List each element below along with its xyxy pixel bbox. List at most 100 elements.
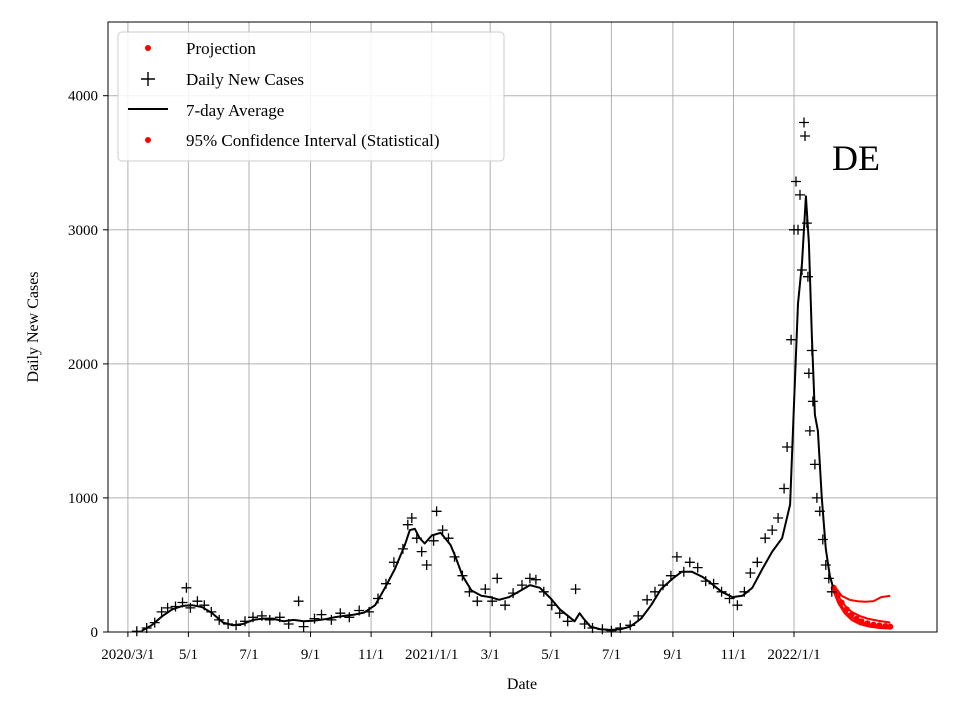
daily-case-point [406, 513, 417, 523]
projection-point [887, 623, 894, 630]
legend-marker-projection [145, 45, 151, 51]
daily-case-point [642, 594, 653, 605]
y-tick-label: 1000 [68, 491, 98, 507]
legend-item-daily-new-cases: Daily New Cases [141, 70, 304, 89]
x-axis-ticks: 2020/3/1 5/1 7/1 9/1 11/1 2021/1/1 3/1 5/1 7/1 9/… [101, 632, 821, 663]
projection-point [848, 611, 855, 618]
daily-case-point [402, 519, 413, 530]
daily-case-point [437, 525, 448, 536]
daily-case-point [162, 602, 173, 613]
daily-case-point [807, 396, 818, 407]
x-tick-label: 11/1 [720, 647, 746, 663]
y-tick-label: 4000 [68, 89, 98, 105]
plot-frame [107, 21, 938, 633]
daily-cases-layer [131, 117, 837, 637]
legend-marker-daily-new-cases [141, 72, 155, 86]
country-annotation: DE [832, 138, 880, 178]
daily-case-point [767, 525, 778, 536]
daily-case-point [793, 224, 803, 235]
legend-label-projection: Projection [186, 39, 256, 58]
x-tick-label: 11/1 [358, 647, 384, 663]
daily-case-point [811, 492, 822, 503]
confidence-interval-band [832, 584, 891, 603]
daily-case-point [298, 621, 309, 632]
x-axis-title: Date [507, 676, 537, 693]
daily-case-point [802, 271, 813, 282]
legend-box [117, 31, 505, 162]
daily-case-point [795, 189, 805, 200]
legend-label-7-day-average: 7-day Average [186, 101, 284, 120]
seven-day-average-line [141, 195, 834, 632]
projection-point [843, 606, 850, 613]
legend: Projection Daily New Cases 7-day Average… [117, 31, 505, 162]
daily-case-point [264, 614, 275, 625]
seven-day-average-layer [141, 195, 834, 632]
daily-case-point [684, 557, 695, 568]
legend-item-confidence-interval: 95% Confidence Interval (Statistical) [145, 131, 440, 150]
daily-case-point [745, 568, 756, 578]
daily-case-point [570, 584, 581, 595]
daily-case-point [773, 513, 784, 523]
daily-case-point [826, 586, 837, 597]
legend-marker-confidence-interval [145, 137, 151, 143]
x-tick-label: 9/1 [663, 647, 682, 663]
daily-case-point [428, 535, 439, 546]
daily-case-point [492, 573, 503, 584]
daily-case-point [809, 459, 820, 470]
projection-point [864, 620, 871, 627]
projection-point [853, 615, 860, 622]
daily-case-point [344, 612, 355, 623]
projection-point [838, 599, 845, 606]
y-tick-label: 2000 [68, 357, 98, 373]
daily-case-point [309, 613, 320, 624]
projection-point [870, 621, 877, 628]
daily-case-point [732, 600, 743, 611]
legend-item-7-day-average: 7-day Average [128, 101, 284, 120]
daily-case-point [192, 596, 203, 607]
daily-case-point [562, 616, 573, 627]
x-tick-label: 2020/3/1 [101, 647, 154, 663]
daily-case-point [786, 334, 797, 345]
daily-case-point [421, 560, 432, 570]
daily-case-point [760, 533, 771, 544]
x-tick-label: 7/1 [602, 647, 621, 663]
daily-case-point [530, 574, 541, 585]
projection-point [834, 592, 841, 599]
daily-case-point [803, 368, 814, 379]
daily-case-point [524, 573, 535, 584]
daily-case-point [817, 534, 828, 545]
legend-item-projection: Projection [145, 39, 256, 58]
daily-case-point [671, 551, 682, 562]
daily-case-point [181, 582, 192, 593]
daily-case-point [782, 442, 793, 452]
daily-case-point [692, 562, 703, 573]
daily-case-point [779, 483, 790, 494]
legend-label-daily-new-cases: Daily New Cases [186, 70, 304, 89]
x-tick-label: 3/1 [481, 647, 500, 663]
projection-point [858, 618, 865, 625]
daily-case-point [804, 425, 815, 436]
legend-label-confidence-interval: 95% Confidence Interval (Statistical) [186, 131, 440, 150]
daily-case-point [472, 596, 483, 607]
daily-case-point [431, 506, 442, 517]
y-axis-title: Daily New Cases [25, 271, 42, 382]
daily-case-point [752, 557, 763, 568]
projection-point [876, 622, 883, 629]
daily-case-point [799, 117, 809, 128]
x-tick-label: 2022/1/1 [767, 647, 820, 663]
daily-case-point [800, 131, 810, 141]
daily-case-point [156, 606, 167, 617]
daily-case-point [633, 610, 644, 621]
daily-case-point [480, 584, 491, 595]
daily-case-point [293, 596, 304, 607]
projection-point [882, 623, 889, 629]
daily-case-point [326, 614, 337, 625]
y-tick-label: 3000 [68, 223, 98, 239]
x-tick-label: 2021/1/1 [405, 647, 458, 663]
y-tick-label: 0 [91, 625, 99, 641]
x-tick-label: 9/1 [301, 647, 320, 663]
x-tick-label: 5/1 [541, 647, 560, 663]
daily-case-point [517, 580, 527, 591]
x-tick-label: 7/1 [239, 647, 258, 663]
